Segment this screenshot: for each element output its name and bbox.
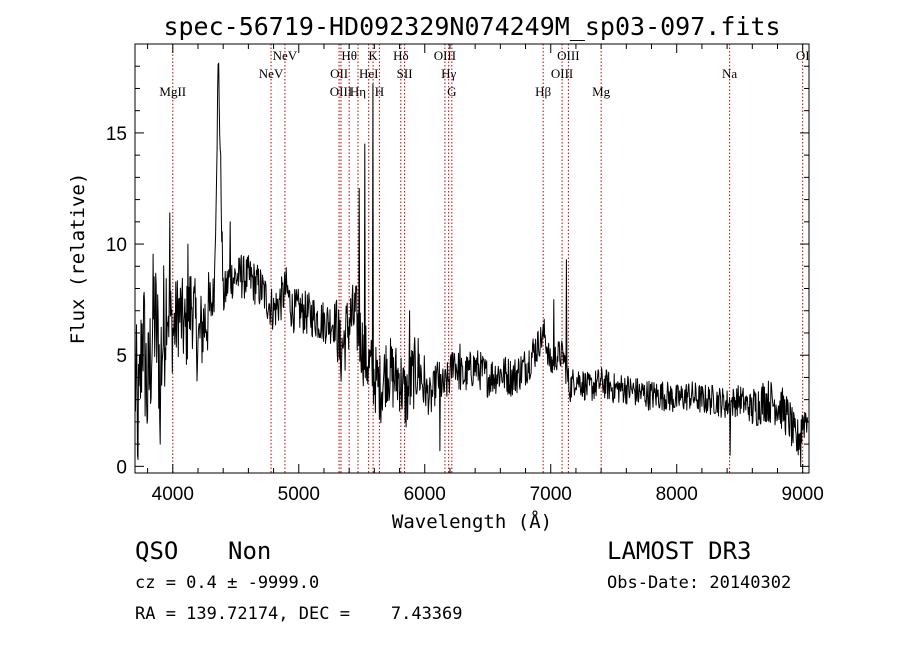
spectral-line-label: Hθ (341, 48, 357, 63)
survey-release: LAMOST DR3 (607, 537, 752, 565)
spectral-line-label: SII (397, 66, 413, 81)
spectral-line-label: MgII (159, 84, 186, 99)
spectral-line-label: Hη (350, 84, 366, 99)
y-axis-label: Flux (relative) (67, 173, 89, 345)
x-tick-label: 8000 (656, 484, 698, 505)
spectral-line-label: HeI (359, 66, 379, 81)
x-tick-label: 9000 (782, 484, 824, 505)
spectral-line-label: Hβ (535, 84, 551, 99)
x-tick-label: 4000 (152, 484, 194, 505)
y-tick-label: 5 (116, 346, 127, 367)
plot-frame (134, 43, 810, 474)
spectral-line-label: Hγ (441, 66, 456, 81)
spectral-line-label: OIII (557, 48, 579, 63)
spectral-line-label: Na (722, 66, 737, 81)
spectral-line-label: OI (796, 48, 810, 63)
x-tick-label: 6000 (404, 484, 446, 505)
y-tick-label: 15 (106, 124, 127, 145)
object-subclass: Non (228, 537, 272, 565)
chart-title: spec-56719-HD092329N074249M_sp03-097.fit… (163, 12, 780, 41)
x-tick-label: 5000 (278, 484, 320, 505)
spectral-line-label: OIII (434, 48, 456, 63)
x-tick-label: 7000 (530, 484, 572, 505)
y-tick-label: 0 (116, 457, 127, 478)
spectral-line-label: H (375, 84, 384, 99)
spectrum-series (134, 62, 809, 467)
spectral-line-label: NeV (259, 66, 284, 81)
y-tick-label: 10 (106, 235, 127, 256)
spectral-line-label: Hδ (393, 48, 409, 63)
spectral-line-label: OII (330, 66, 348, 81)
object-class: QSO (135, 537, 179, 565)
ra-dec-coordinates: RA = 139.72174, DEC = 7.43369 (135, 604, 463, 624)
x-axis-label: Wavelength (Å) (392, 510, 552, 533)
redshift-cz: cz = 0.4 ± -9999.0 (135, 573, 320, 593)
spectral-line-label: Mg (592, 84, 611, 99)
spectral-line-label: OIII (551, 66, 573, 81)
spectral-line-label: NeV (273, 48, 298, 63)
observation-date: Obs-Date: 20140302 (607, 573, 792, 593)
spectral-line-label: G (447, 84, 456, 99)
spectral-line-label: OIII (330, 84, 352, 99)
spectral-line-label: K (368, 48, 378, 63)
